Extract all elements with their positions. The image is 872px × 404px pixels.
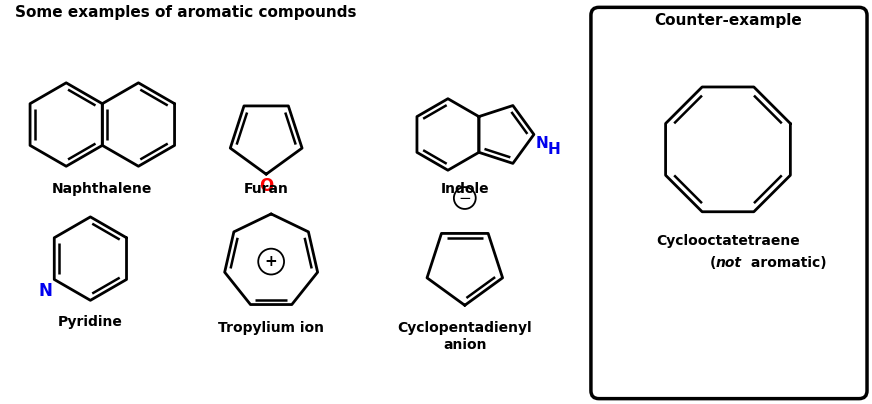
Text: Indole: Indole [440, 182, 489, 196]
Text: (: ( [710, 256, 716, 269]
Text: +: + [265, 254, 277, 269]
Text: Some examples of aromatic compounds: Some examples of aromatic compounds [15, 5, 357, 20]
Text: Furan: Furan [244, 182, 289, 196]
Text: N: N [38, 282, 52, 301]
Text: not: not [716, 256, 742, 269]
Text: Cyclooctatetraene: Cyclooctatetraene [656, 234, 800, 248]
Text: Tropylium ion: Tropylium ion [218, 321, 324, 335]
Text: O: O [259, 177, 273, 195]
Text: H: H [548, 143, 561, 158]
Text: aromatic): aromatic) [746, 256, 827, 269]
Text: Cyclopentadienyl
anion: Cyclopentadienyl anion [398, 321, 532, 352]
Text: N: N [536, 137, 548, 152]
Text: Naphthalene: Naphthalene [52, 182, 153, 196]
FancyBboxPatch shape [591, 7, 867, 399]
Text: Pyridine: Pyridine [58, 315, 123, 329]
Text: −: − [459, 191, 471, 206]
Text: Counter-example: Counter-example [654, 13, 802, 28]
